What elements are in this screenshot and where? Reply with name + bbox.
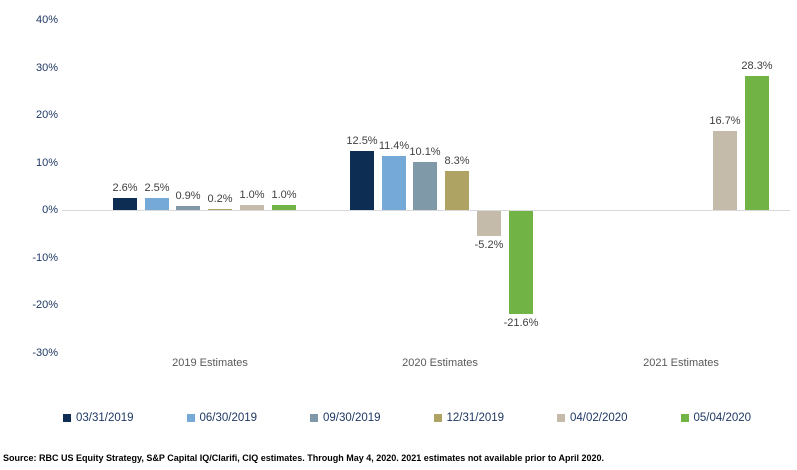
y-tick-label: 20% bbox=[35, 109, 58, 121]
legend-item: 05/04/2020 bbox=[680, 412, 752, 424]
category-label: 2021 Estimates bbox=[643, 357, 719, 369]
bar bbox=[745, 76, 769, 210]
bar bbox=[713, 131, 737, 210]
value-label: 1.0% bbox=[239, 189, 265, 201]
legend-label: 05/04/2020 bbox=[693, 412, 752, 424]
bar bbox=[350, 151, 374, 210]
value-label: 0.2% bbox=[207, 193, 233, 205]
bar bbox=[509, 211, 533, 314]
value-label: -21.6% bbox=[503, 317, 539, 329]
legend-swatch-icon bbox=[680, 414, 689, 422]
category-label: 2019 Estimates bbox=[172, 357, 248, 369]
value-label: 8.3% bbox=[444, 155, 470, 167]
legend-swatch-icon bbox=[310, 414, 318, 422]
legend-item: 06/30/2019 bbox=[186, 412, 258, 424]
value-label: 11.4% bbox=[378, 140, 410, 152]
legend-label: 06/30/2019 bbox=[199, 412, 258, 424]
bar bbox=[240, 205, 264, 210]
bar bbox=[477, 211, 501, 236]
bar bbox=[145, 198, 169, 210]
bar bbox=[176, 206, 200, 210]
legend-label: 09/30/2019 bbox=[323, 412, 381, 424]
bar bbox=[208, 209, 232, 210]
y-tick-label: 40% bbox=[35, 14, 58, 26]
value-label: 1.0% bbox=[271, 189, 297, 201]
value-label: 2.6% bbox=[112, 182, 138, 194]
value-label: 28.3% bbox=[741, 60, 773, 72]
legend-item: 04/02/2020 bbox=[557, 412, 628, 424]
value-label: 2.5% bbox=[144, 182, 170, 194]
y-tick-label: -10% bbox=[32, 251, 58, 264]
legend-item: 09/30/2019 bbox=[310, 412, 381, 424]
bar bbox=[445, 171, 469, 210]
legend-swatch-icon bbox=[557, 414, 565, 422]
bar bbox=[382, 156, 406, 210]
legend-swatch-icon bbox=[63, 414, 71, 422]
legend-label: 12/31/2019 bbox=[446, 412, 505, 424]
bar bbox=[272, 205, 296, 210]
legend-swatch-icon bbox=[433, 414, 442, 422]
y-tick-label: 30% bbox=[35, 61, 58, 74]
value-label: -5.2% bbox=[474, 239, 504, 251]
y-tick-label: 10% bbox=[35, 156, 58, 169]
bar bbox=[113, 198, 137, 210]
value-label: 0.9% bbox=[175, 190, 201, 202]
value-label: 16.7% bbox=[709, 115, 741, 127]
y-tick-label: 0% bbox=[42, 204, 58, 216]
value-label: 12.5% bbox=[346, 135, 378, 147]
category-label: 2020 Estimates bbox=[402, 357, 478, 369]
legend-label: 03/31/2019 bbox=[76, 412, 134, 424]
bar bbox=[413, 162, 437, 210]
legend-swatch-icon bbox=[186, 414, 195, 422]
x-axis-line bbox=[62, 210, 790, 211]
value-label: 10.1% bbox=[409, 146, 441, 158]
y-tick-label: -30% bbox=[32, 346, 58, 359]
y-tick-label: -20% bbox=[32, 299, 58, 311]
legend-label: 04/02/2020 bbox=[570, 412, 628, 424]
source-note: Source: RBC US Equity Strategy, S&P Capi… bbox=[3, 453, 605, 463]
legend-item: 12/31/2019 bbox=[433, 412, 505, 424]
legend-item: 03/31/2019 bbox=[63, 412, 134, 424]
